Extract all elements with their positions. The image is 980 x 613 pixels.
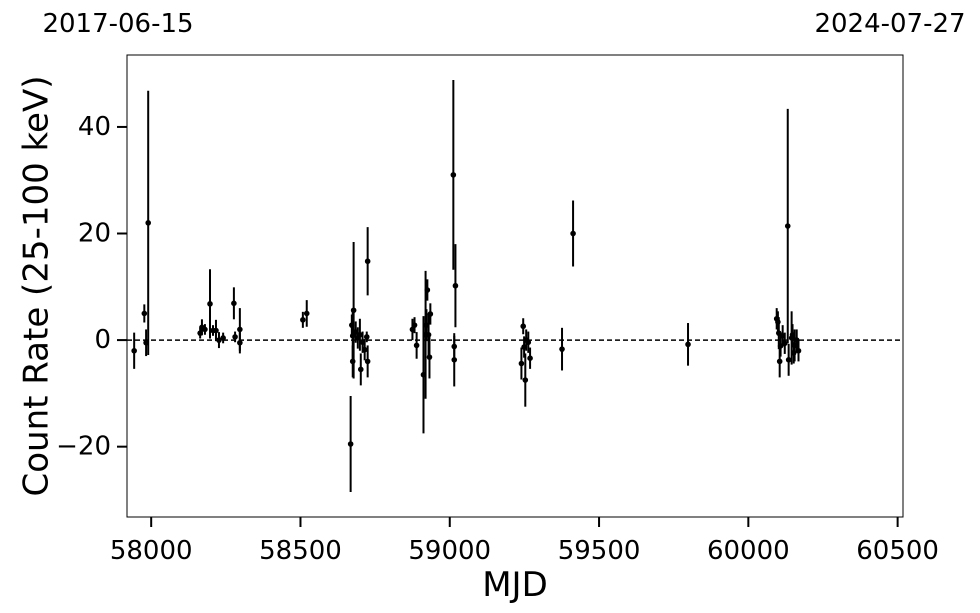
data-point xyxy=(347,441,354,447)
data-point xyxy=(522,377,529,383)
data-point xyxy=(527,355,533,362)
data-point xyxy=(363,334,370,340)
data-point xyxy=(232,334,238,340)
y-tick-label: 20 xyxy=(78,219,111,249)
data-point xyxy=(216,337,222,343)
data-point xyxy=(213,327,219,334)
plot-frame xyxy=(126,54,904,518)
data-point xyxy=(237,326,243,333)
data-point xyxy=(685,341,691,348)
data-point xyxy=(525,339,532,346)
data-point xyxy=(350,307,357,314)
data-point xyxy=(303,310,310,317)
data-point xyxy=(452,282,459,289)
data-point xyxy=(413,342,420,349)
data-point xyxy=(411,322,418,328)
data-point xyxy=(237,339,243,346)
data-point xyxy=(364,358,371,365)
data-point xyxy=(424,287,431,293)
data-point xyxy=(220,335,226,341)
data-point xyxy=(357,331,363,338)
y-axis-label: Count Rate (25-100 keV) xyxy=(17,76,57,497)
x-tick-label: 60000 xyxy=(707,536,790,566)
x-tick-label: 60500 xyxy=(856,536,939,566)
y-tick-label: 0 xyxy=(94,325,111,355)
x-axis-label: MJD xyxy=(482,565,548,605)
data-point xyxy=(145,220,151,226)
data-point xyxy=(426,354,433,360)
data-point xyxy=(450,172,457,178)
data-point xyxy=(785,357,792,363)
y-tick-label: 40 xyxy=(78,112,111,142)
x-tick-label: 58500 xyxy=(259,536,342,566)
data-point xyxy=(361,346,368,353)
data-point xyxy=(357,366,364,373)
data-point xyxy=(559,346,565,352)
data-point xyxy=(300,317,306,323)
data-point xyxy=(784,223,791,229)
top-axis-label: 2017-06-15 xyxy=(42,9,193,39)
data-point xyxy=(364,258,371,265)
x-tick-label: 59500 xyxy=(558,536,641,566)
data-point xyxy=(207,301,213,307)
data-point xyxy=(520,323,527,330)
data-point xyxy=(776,358,783,365)
x-tick-label: 59000 xyxy=(408,536,491,566)
top-axis-label: 2024-07-27 xyxy=(814,9,965,39)
data-point xyxy=(231,300,237,307)
data-point xyxy=(131,347,137,354)
y-tick-label: −20 xyxy=(56,432,111,462)
data-point xyxy=(570,230,576,237)
x-tick-label: 58000 xyxy=(110,536,193,566)
data-point xyxy=(795,347,802,354)
data-point xyxy=(781,340,788,347)
data-point xyxy=(518,360,525,367)
data-point xyxy=(141,310,148,317)
data-point xyxy=(202,326,208,333)
data-point xyxy=(427,311,434,317)
data-point xyxy=(451,357,458,363)
